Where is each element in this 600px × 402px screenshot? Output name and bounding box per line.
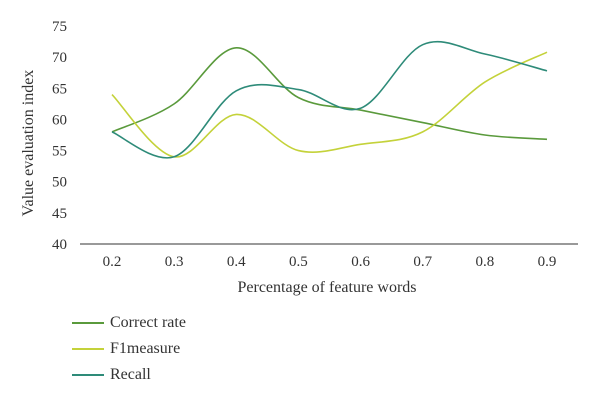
x-tick-label: 0.6 [351,254,370,270]
y-tick-label: 60 [52,112,67,128]
x-tick-label: 0.3 [165,254,184,270]
y-tick-label: 65 [52,81,67,97]
x-axis-ticks: 0.2 0.3 0.4 0.5 0.6 0.7 0.8 0.9 [103,254,557,270]
x-axis-title: Percentage of feature words [237,279,416,296]
x-tick-label: 0.7 [413,254,432,270]
series-line-correct-rate [111,46,548,141]
legend-swatch [72,322,104,324]
y-axis-title: Value evaluation index [20,70,37,217]
series-line-recall [111,40,548,159]
x-tick-label: 0.9 [538,254,557,270]
y-tick-label: 55 [52,144,67,160]
y-tick-label: 75 [52,19,67,35]
legend-item: Correct rate [72,310,186,336]
series-lines [111,40,548,159]
legend-swatch [72,374,104,376]
legend-label: Correct rate [110,314,186,331]
chart-legend: Correct rate F1measure Recall [72,310,186,388]
legend-swatch [72,348,104,350]
series-line-f1measure [111,51,548,158]
y-tick-label: 70 [52,50,67,66]
x-tick-label: 0.2 [103,254,122,270]
y-tick-label: 45 [52,206,67,222]
y-tick-label: 50 [52,175,67,191]
legend-label: F1measure [110,340,181,357]
legend-item: Recall [72,362,186,388]
y-tick-label: 40 [52,237,67,253]
x-tick-label: 0.4 [227,254,246,270]
legend-item: F1measure [72,336,186,362]
x-tick-label: 0.5 [289,254,308,270]
y-axis-ticks: 40 45 50 55 60 65 70 75 [52,19,67,253]
x-tick-label: 0.8 [475,254,494,270]
legend-label: Recall [110,366,151,383]
